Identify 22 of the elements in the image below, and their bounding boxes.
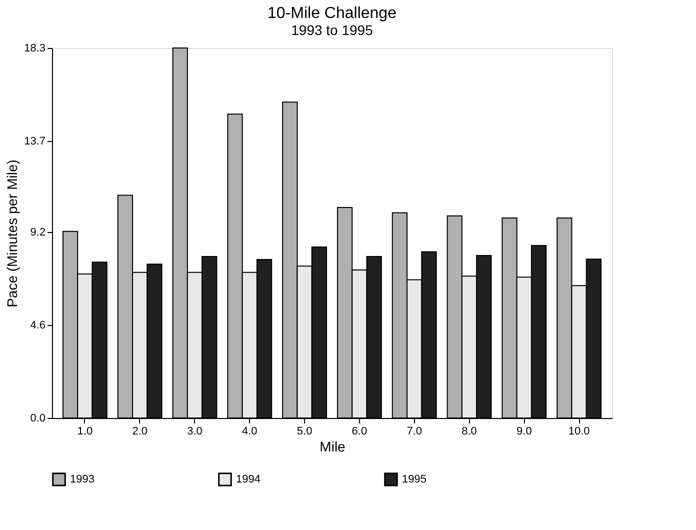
x-tick-label: 8.0 <box>462 426 477 438</box>
y-axis-title: Pace (Minutes per Mile) <box>4 160 20 308</box>
x-tick-label: 2.0 <box>132 426 148 438</box>
chart-subtitle: 1993 to 1995 <box>291 22 374 38</box>
x-tick-label: 3.0 <box>187 426 202 438</box>
legend-label: 1994 <box>236 473 260 486</box>
x-tick-label: 1.0 <box>77 426 93 438</box>
legend-label: 1993 <box>70 473 94 486</box>
y-tick-label: 13.7 <box>24 136 46 148</box>
y-tick-label: 18.3 <box>24 42 46 54</box>
y-tick-label: 4.6 <box>30 319 46 332</box>
y-tick-label: 0.0 <box>30 412 46 424</box>
legend-label: 1995 <box>402 473 426 486</box>
y-tick-label: 9.2 <box>30 226 46 238</box>
chart-title: 10-Mile Challenge <box>268 5 397 22</box>
x-tick-label: 5.0 <box>296 426 312 438</box>
x-axis-title: Mile <box>320 438 346 454</box>
x-tick-label: 4.0 <box>242 426 258 438</box>
x-tick-label: 10.0 <box>568 426 590 438</box>
x-tick-label: 9.0 <box>516 426 532 438</box>
x-tick-label: 7.0 <box>406 426 422 438</box>
x-tick-label: 6.0 <box>352 426 368 438</box>
